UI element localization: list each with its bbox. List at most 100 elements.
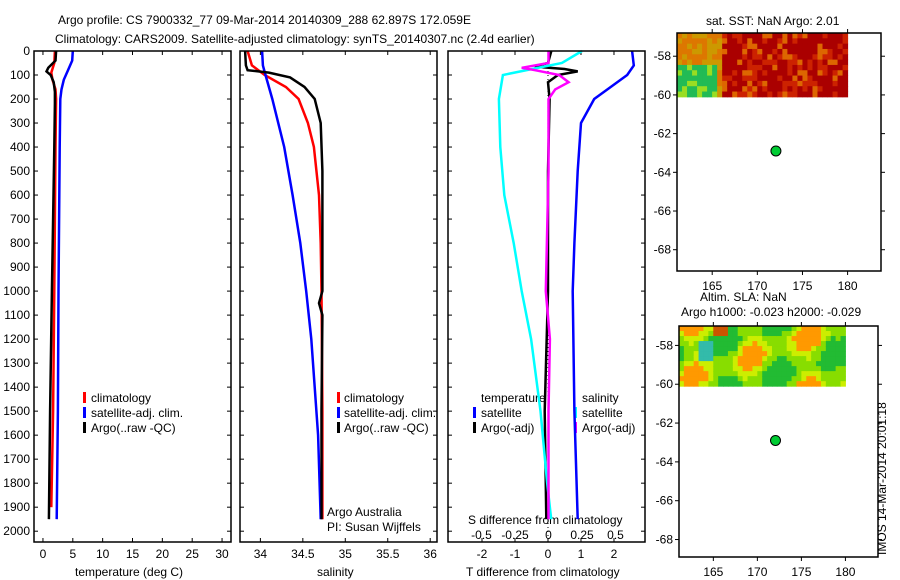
- map-cell: [811, 346, 817, 352]
- map-cell: [835, 326, 842, 332]
- map-cell: [712, 80, 718, 87]
- map-cell: [717, 54, 723, 61]
- map-cell: [703, 376, 709, 382]
- depth-tick-label: 1800: [3, 476, 30, 490]
- map-cell: [703, 381, 709, 387]
- map-cell: [732, 326, 739, 332]
- map-cell: [747, 70, 753, 77]
- map-cell: [842, 33, 849, 39]
- map-cell: [708, 366, 714, 372]
- map-cell: [820, 376, 827, 382]
- map-cell: [772, 80, 778, 87]
- map-cell: [837, 70, 844, 77]
- map-cell: [782, 91, 788, 98]
- map-cell: [786, 376, 793, 382]
- map-cell: [718, 331, 724, 337]
- legend-title-salinity: salinity: [582, 391, 619, 405]
- depth-tick-label: 100: [10, 68, 30, 82]
- map-cell: [697, 38, 703, 45]
- legend-label: satellite: [582, 406, 623, 420]
- map-cell: [693, 341, 700, 347]
- map-cell: [687, 43, 693, 50]
- map-cell: [825, 341, 832, 347]
- map-cell: [687, 33, 693, 39]
- map-cell: [683, 326, 690, 332]
- map-cell: [747, 38, 753, 45]
- legend-label: Argo(..raw -QC): [344, 421, 429, 435]
- map-cell: [825, 366, 832, 372]
- map-cell: [757, 86, 763, 93]
- map-cell: [840, 346, 846, 352]
- map-cell: [811, 341, 817, 347]
- map-cell: [698, 366, 704, 372]
- map-cell: [752, 48, 758, 55]
- map-cell: [816, 331, 822, 337]
- map-cell: [806, 356, 812, 362]
- map-cell: [842, 59, 849, 66]
- map-cell: [791, 361, 797, 367]
- map-cell: [737, 356, 744, 362]
- map-cell: [757, 346, 763, 352]
- map-cell: [781, 326, 788, 332]
- map-cell: [827, 38, 834, 45]
- map-cell: [697, 54, 703, 61]
- map-cell: [812, 91, 818, 98]
- map-cell: [692, 43, 698, 50]
- map-cell: [737, 43, 743, 50]
- map-cell: [697, 86, 703, 93]
- map-cell: [772, 54, 778, 61]
- map-cell: [792, 48, 798, 55]
- map-cell: [747, 33, 753, 39]
- map-cell: [713, 331, 719, 337]
- map-cell: [817, 59, 824, 66]
- map-cell: [835, 331, 842, 337]
- map-cell: [762, 361, 768, 367]
- map-cell: [732, 376, 739, 382]
- legend-swatch-argo: [337, 422, 340, 433]
- lat-tick-label: -62: [654, 127, 672, 141]
- map-cell: [742, 346, 749, 352]
- map-cell: [752, 91, 758, 98]
- map-cell: [796, 366, 802, 372]
- map-cell: [832, 64, 839, 71]
- x-tick-label: -1: [510, 547, 521, 561]
- map-cell: [786, 356, 793, 362]
- legend-label: satellite-adj. clim.: [344, 406, 436, 420]
- map-cell: [682, 33, 688, 39]
- map-cell: [732, 351, 739, 357]
- map-cell: [797, 43, 803, 50]
- map-cell: [820, 341, 827, 347]
- map-cell: [762, 356, 768, 362]
- map-cell: [782, 43, 788, 50]
- lon-tick-label: 170: [747, 565, 767, 579]
- map-cell: [683, 331, 690, 337]
- map-cell: [802, 54, 808, 61]
- map-cell: [707, 70, 713, 77]
- map-cell: [781, 381, 788, 387]
- title-line-1: Argo profile: CS 7900332_77 09-Mar-2014 …: [58, 13, 471, 27]
- map-cell: [806, 376, 812, 382]
- map-cell: [747, 361, 753, 367]
- map-cell: [782, 64, 788, 71]
- map-cell: [707, 43, 713, 50]
- map-cell: [717, 59, 723, 66]
- map-cell: [812, 70, 818, 77]
- map-cell: [737, 33, 743, 39]
- map-cell: [752, 80, 758, 87]
- map-cell: [747, 86, 753, 93]
- map-cell: [697, 59, 703, 66]
- lat-tick-label: -64: [656, 455, 674, 469]
- map-cell: [787, 33, 793, 39]
- map-cell: [806, 361, 812, 367]
- map-cell: [822, 48, 829, 55]
- map-cell: [679, 381, 685, 387]
- map-cell: [822, 43, 829, 50]
- map-cell: [806, 381, 812, 387]
- map-cell: [835, 366, 842, 372]
- map-cell: [820, 331, 827, 337]
- map-cell: [801, 341, 807, 347]
- map-cell: [787, 59, 793, 66]
- map-cell: [702, 91, 708, 98]
- map-cell: [802, 48, 808, 55]
- map-cell: [732, 341, 739, 347]
